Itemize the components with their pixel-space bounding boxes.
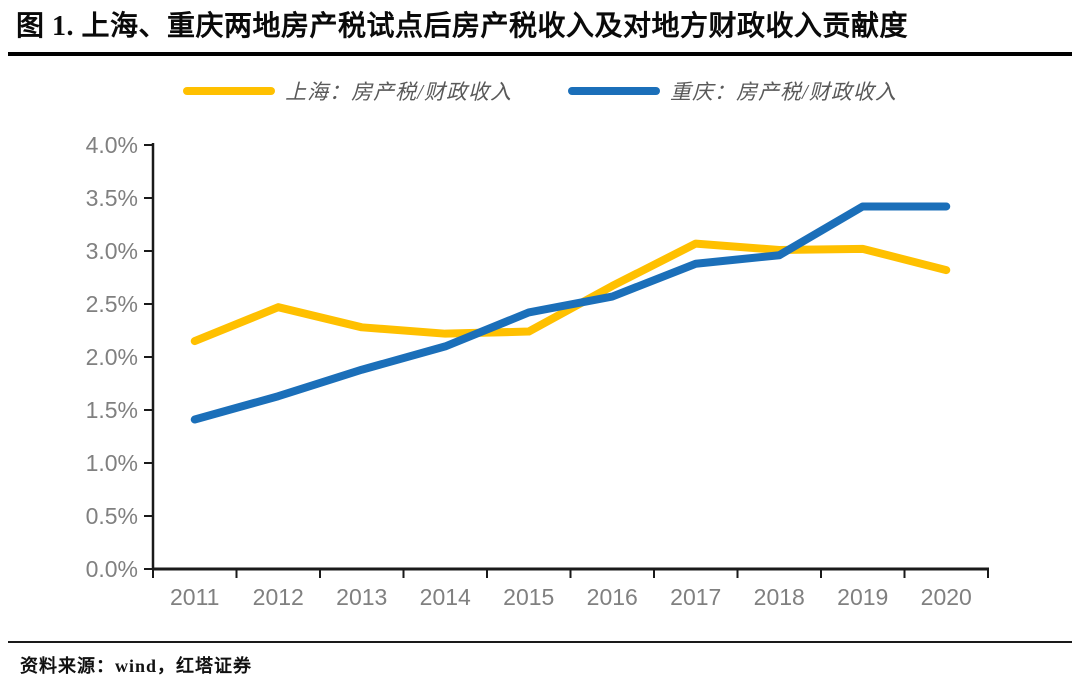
x-tick-label: 2018 <box>754 584 805 610</box>
y-tick-label: 1.0% <box>86 450 138 476</box>
x-tick-label: 2013 <box>336 584 387 610</box>
y-tick-label: 2.5% <box>86 291 138 317</box>
footer-divider <box>8 641 1072 643</box>
y-tick-label: 1.5% <box>86 397 138 423</box>
legend-label-shanghai: 上海：房产税/财政收入 <box>285 80 512 104</box>
series-line-chongqing <box>190 202 951 424</box>
x-tick-label: 2020 <box>921 584 972 610</box>
x-tick-label: 2011 <box>170 584 219 610</box>
y-tick-label: 0.0% <box>86 556 138 582</box>
legend-item-shanghai: 上海：房产税/财政收入 <box>183 76 512 106</box>
series-line-shanghai <box>190 239 951 346</box>
y-tick-label: 4.0% <box>86 132 138 158</box>
figure-title: 图 1. 上海、重庆两地房产税试点后房产税收入及对地方财政收入贡献度 <box>16 11 909 42</box>
y-tick-label: 3.0% <box>86 238 138 264</box>
y-tick-label: 3.5% <box>86 185 138 211</box>
source-text: 资料来源：wind，红塔证券 <box>20 656 253 676</box>
x-tick-label: 2012 <box>253 584 304 610</box>
chart-legend: 上海：房产税/财政收入 重庆：房产税/财政收入 <box>0 76 1080 106</box>
x-tick-label: 2016 <box>587 584 638 610</box>
x-tick-label: 2015 <box>503 584 554 610</box>
x-tick-label: 2014 <box>420 584 471 610</box>
legend-item-chongqing: 重庆：房产税/财政收入 <box>568 76 897 106</box>
x-tick-label: 2017 <box>670 584 721 610</box>
y-tick-label: 0.5% <box>86 503 138 529</box>
chongqing-legend-line-icon <box>568 87 660 95</box>
x-tick-label: 2019 <box>837 584 888 610</box>
legend-label-chongqing: 重庆：房产税/财政收入 <box>670 80 897 104</box>
shanghai-legend-line-icon <box>183 87 276 95</box>
title-divider <box>8 52 1072 56</box>
y-tick-label: 2.0% <box>86 344 138 370</box>
